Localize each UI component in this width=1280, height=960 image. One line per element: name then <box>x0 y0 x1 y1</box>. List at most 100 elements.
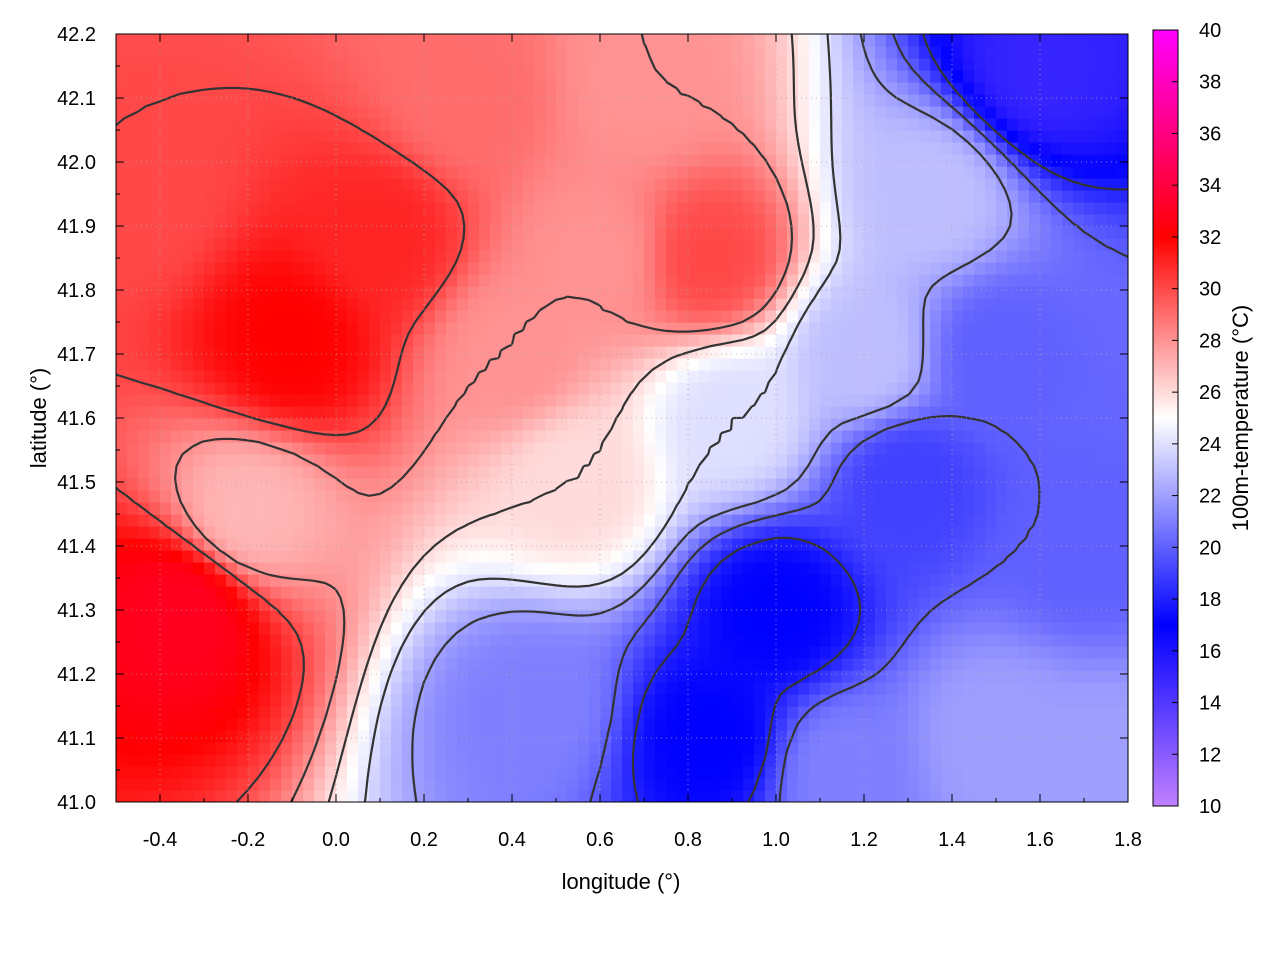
heatmap-cell <box>831 430 843 443</box>
heatmap-cell <box>765 598 777 611</box>
heatmap-cell <box>600 730 612 743</box>
heatmap-cell <box>644 754 656 767</box>
heatmap-cell <box>259 682 271 695</box>
heatmap-cell <box>820 610 832 623</box>
heatmap-cell <box>589 310 601 323</box>
heatmap-cell <box>963 670 975 683</box>
heatmap-cell <box>875 358 887 371</box>
heatmap-cell <box>622 706 634 719</box>
heatmap-cell <box>798 322 810 335</box>
heatmap-cell <box>776 166 788 179</box>
heatmap-cell <box>908 346 920 359</box>
heatmap-cell <box>952 778 964 791</box>
heatmap-cell <box>204 682 216 695</box>
heatmap-cell <box>996 562 1008 575</box>
heatmap-cell <box>1051 322 1063 335</box>
heatmap-cell <box>1007 418 1019 431</box>
heatmap-cell <box>688 766 700 779</box>
heatmap-cell <box>809 286 821 299</box>
heatmap-cell <box>831 214 843 227</box>
heatmap-cell <box>534 322 546 335</box>
heatmap-cell <box>1073 370 1085 383</box>
heatmap-cell <box>941 634 953 647</box>
heatmap-cell <box>1106 250 1118 263</box>
heatmap-cell <box>765 526 777 539</box>
heatmap-cell <box>732 190 744 203</box>
heatmap-cell <box>556 754 568 767</box>
heatmap-cell <box>600 202 612 215</box>
heatmap-cell <box>578 526 590 539</box>
heatmap-cell <box>160 538 172 551</box>
heatmap-cell <box>611 586 623 599</box>
heatmap-cell <box>897 442 909 455</box>
heatmap-cell <box>776 514 788 527</box>
heatmap-cell <box>468 706 480 719</box>
heatmap-cell <box>281 382 293 395</box>
heatmap-cell <box>743 274 755 287</box>
heatmap-cell <box>578 202 590 215</box>
heatmap-cell <box>116 622 128 635</box>
heatmap-cell <box>501 154 513 167</box>
heatmap-cell <box>567 262 579 275</box>
heatmap-cell <box>732 178 744 191</box>
heatmap-cell <box>248 250 260 263</box>
heatmap-cell <box>523 646 535 659</box>
heatmap-cell <box>798 454 810 467</box>
heatmap-cell <box>1007 382 1019 395</box>
heatmap-cell <box>193 766 205 779</box>
heatmap-cell <box>1084 250 1096 263</box>
heatmap-cell <box>281 466 293 479</box>
heatmap-cell <box>842 346 854 359</box>
heatmap-cell <box>1062 274 1074 287</box>
heatmap-cell <box>710 610 722 623</box>
heatmap-cell <box>765 358 777 371</box>
heatmap-cell <box>490 622 502 635</box>
heatmap-cell <box>369 778 381 791</box>
heatmap-cell <box>182 250 194 263</box>
heatmap-cell <box>336 442 348 455</box>
heatmap-cell <box>149 262 161 275</box>
heatmap-cell <box>369 226 381 239</box>
heatmap-cell <box>534 574 546 587</box>
heatmap-cell <box>765 286 777 299</box>
heatmap-cell <box>985 286 997 299</box>
heatmap-cell <box>127 214 139 227</box>
heatmap-cell <box>259 154 271 167</box>
heatmap-cell <box>732 766 744 779</box>
heatmap-cell <box>1062 586 1074 599</box>
heatmap-cell <box>622 322 634 335</box>
heatmap-cell <box>600 370 612 383</box>
heatmap-cell <box>325 610 337 623</box>
heatmap-cell <box>402 370 414 383</box>
heatmap-cell <box>611 574 623 587</box>
heatmap-cell <box>435 550 447 563</box>
heatmap-cell <box>776 742 788 755</box>
heatmap-cell <box>479 694 491 707</box>
heatmap-cell <box>160 238 172 251</box>
heatmap-cell <box>963 358 975 371</box>
heatmap-cell <box>1095 754 1107 767</box>
heatmap-cell <box>424 526 436 539</box>
heatmap-cell <box>468 466 480 479</box>
heatmap-cell <box>336 610 348 623</box>
heatmap-cell <box>270 478 282 491</box>
heatmap-cell <box>996 718 1008 731</box>
heatmap-cell <box>424 502 436 515</box>
heatmap-cell <box>974 466 986 479</box>
heatmap-cell <box>325 550 337 563</box>
heatmap-cell <box>380 334 392 347</box>
heatmap-cell <box>853 538 865 551</box>
heatmap-cell <box>413 718 425 731</box>
heatmap-cell <box>1051 298 1063 311</box>
heatmap-cell <box>864 598 876 611</box>
heatmap-cell <box>930 598 942 611</box>
heatmap-cell <box>160 754 172 767</box>
heatmap-cell <box>1106 406 1118 419</box>
heatmap-cell <box>314 190 326 203</box>
heatmap-cell <box>732 262 744 275</box>
heatmap-cell <box>897 610 909 623</box>
heatmap-cell <box>391 730 403 743</box>
heatmap-cell <box>303 310 315 323</box>
heatmap-cell <box>1106 658 1118 671</box>
heatmap-cell <box>303 346 315 359</box>
